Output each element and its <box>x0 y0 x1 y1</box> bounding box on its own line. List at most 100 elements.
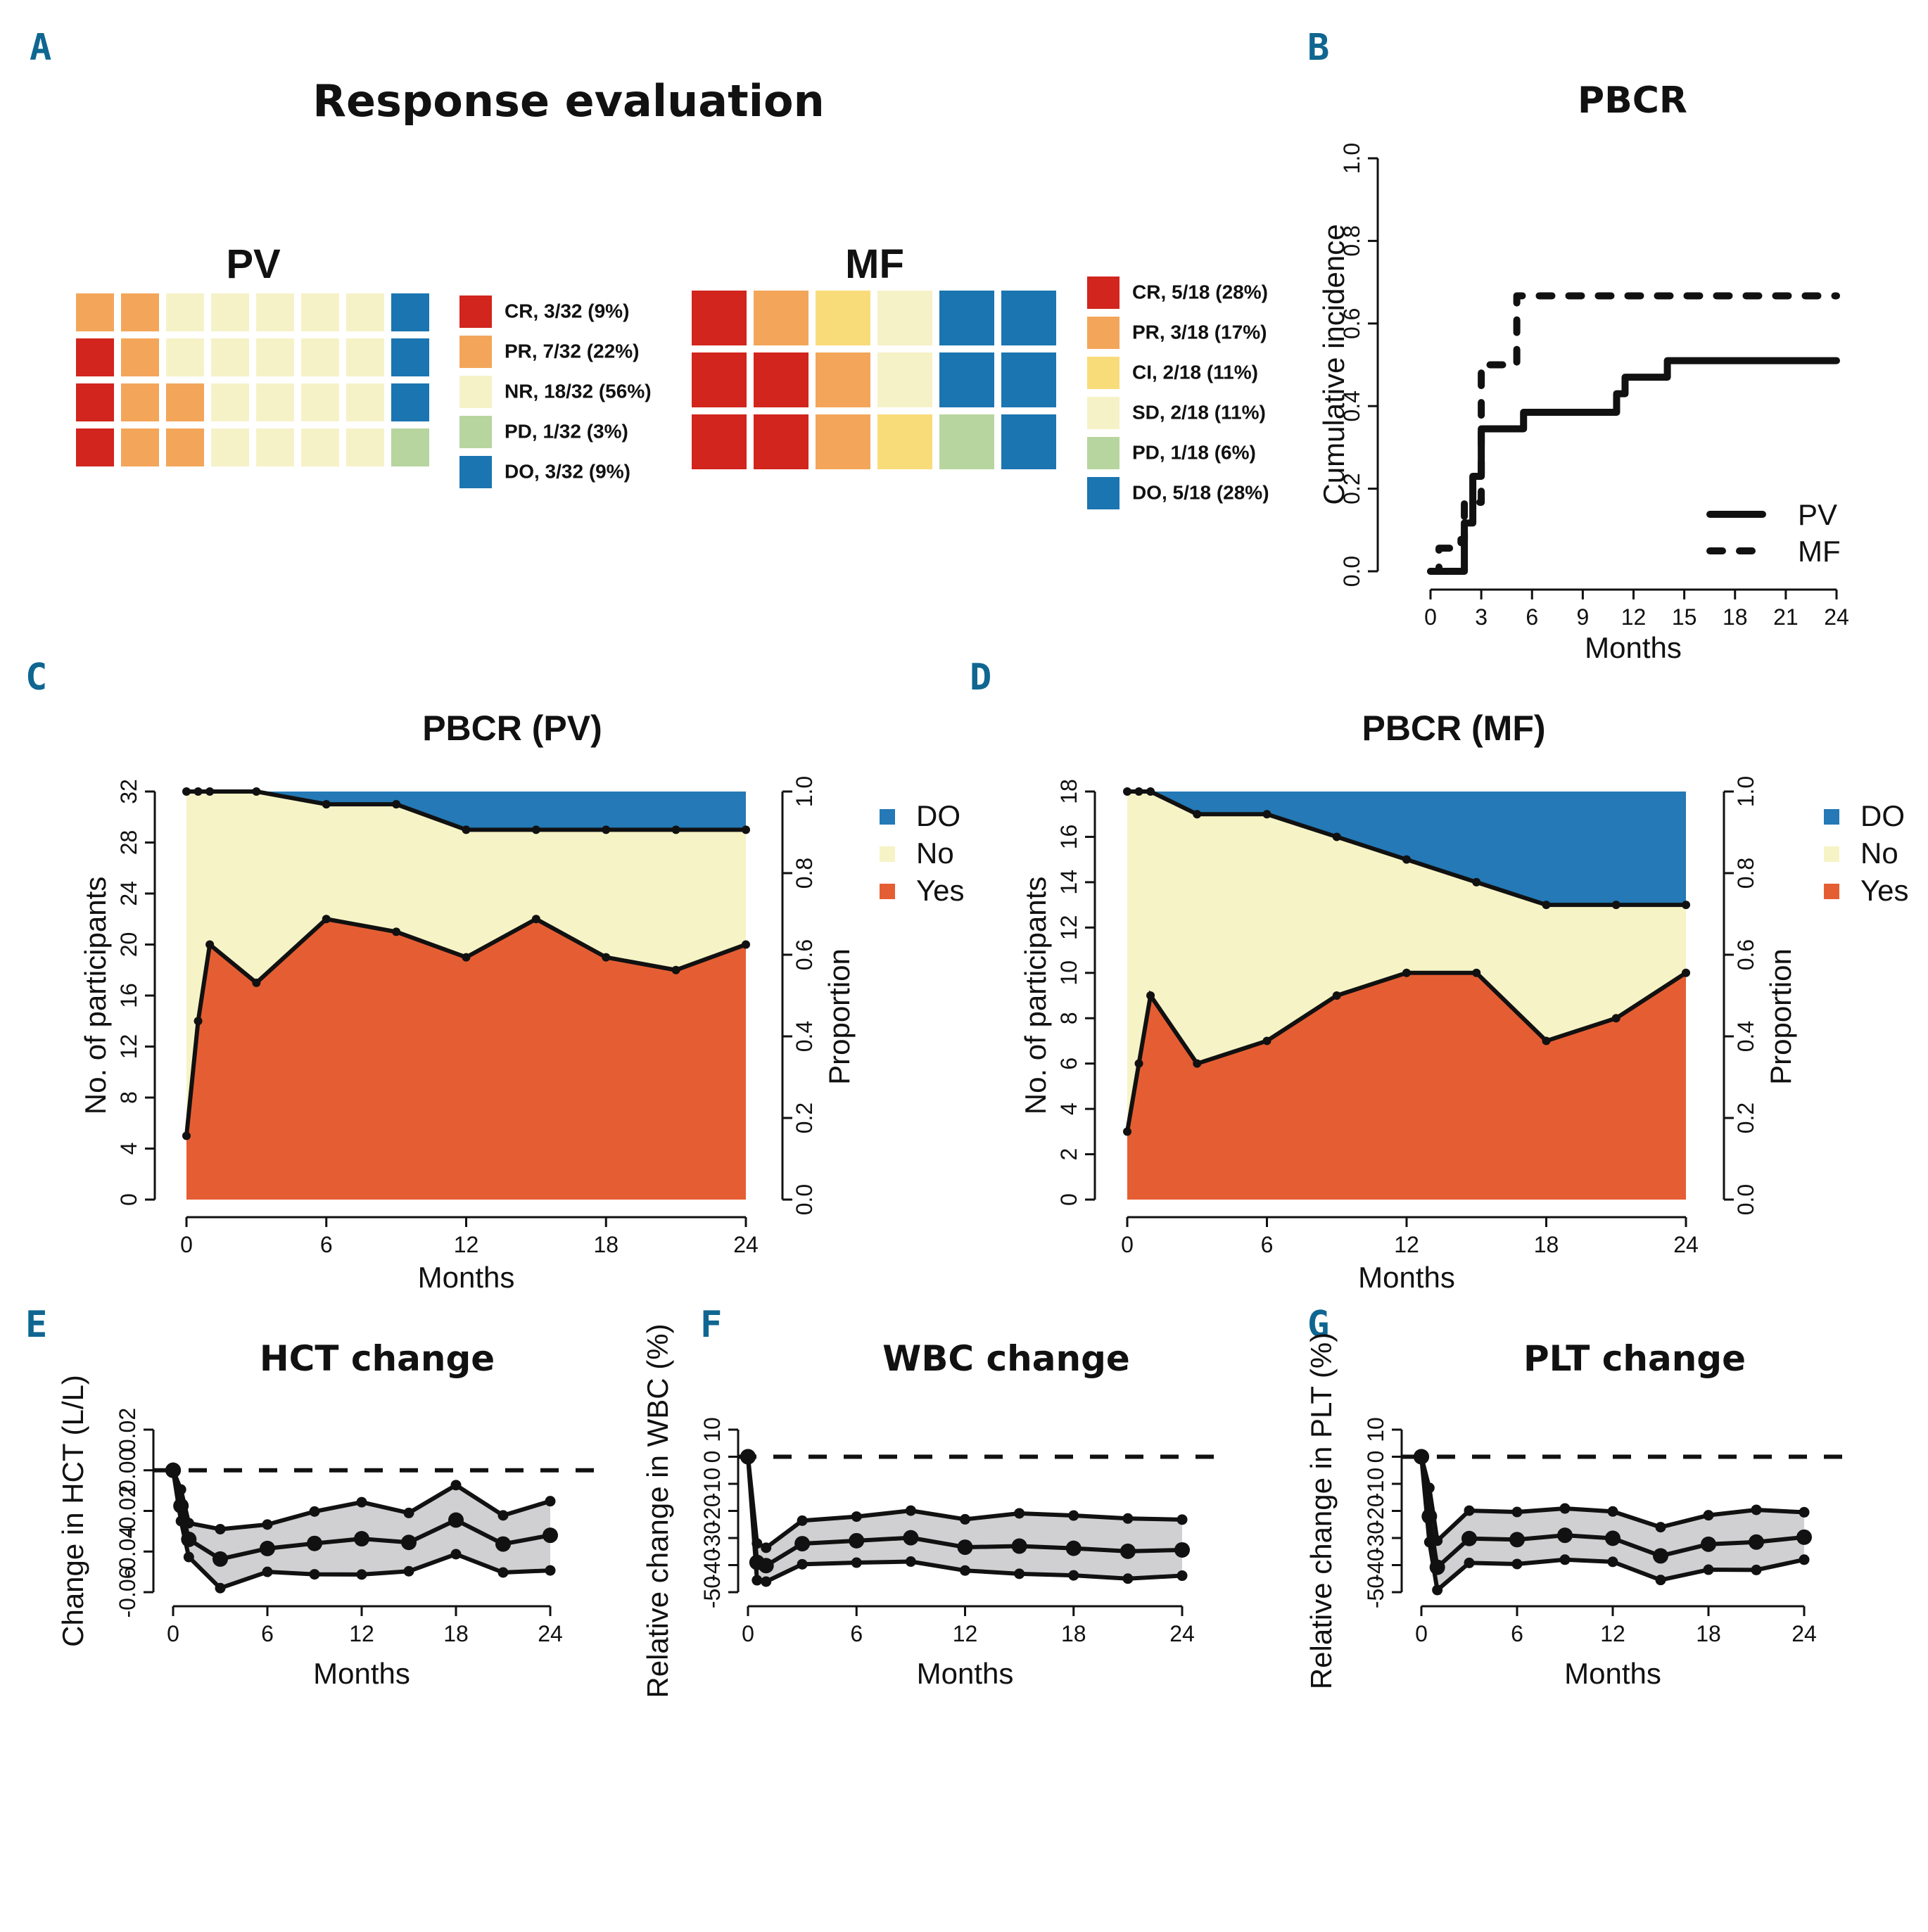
c-y2-tick-label: 0.6 <box>792 939 817 970</box>
e-upper-point <box>545 1496 556 1507</box>
legend-swatch-pd <box>459 416 492 448</box>
waffle-cell-cr <box>754 414 808 469</box>
mf-waffle-grid <box>692 291 1056 469</box>
e-y-tick-label: 0.00 <box>115 1449 140 1492</box>
g-x-axis-label: Months <box>1564 1657 1661 1690</box>
f-mean-point <box>794 1536 811 1552</box>
legend-swatch-pr <box>459 336 492 368</box>
c-legend-swatch-do <box>880 809 895 825</box>
d-y-tick-label: 8 <box>1056 1012 1082 1024</box>
g-ci-band <box>1421 1456 1804 1590</box>
c-y2-tick-label: 0.4 <box>792 1021 817 1052</box>
f-x-tick-label: 6 <box>850 1621 863 1646</box>
c-total-point <box>531 825 540 834</box>
b-y-tick-label: 0.2 <box>1339 473 1364 504</box>
d-y2-tick-label: 0.8 <box>1733 858 1758 889</box>
waffle-cell-pr <box>166 428 204 466</box>
g-mean-point <box>1605 1530 1621 1546</box>
e-lower-point <box>356 1569 367 1580</box>
waffle-cell-nr <box>346 383 384 421</box>
e-mean-point <box>260 1540 275 1556</box>
b-y-tick-label: 0.6 <box>1339 308 1364 339</box>
g-lower-point <box>1655 1575 1666 1586</box>
e-lower-point <box>215 1582 226 1594</box>
panel-g-plt-change: PLT change -50-40-30-20-10 0 10 0 6 12 18 24 Rel… <box>1305 1333 1855 1690</box>
c-yes-point <box>742 940 750 949</box>
e-mean-point <box>448 1512 464 1528</box>
legend-label-cr: CR, 3/32 (9%) <box>505 300 629 322</box>
c-x-axis-label: Months <box>418 1261 515 1294</box>
waffle-cell-nr <box>301 383 339 421</box>
pv-waffle-legend: CR, 3/32 (9%) PR, 7/32 (22%) NR, 18/32 (56… <box>459 295 652 488</box>
g-y-tick-label: -30 <box>1363 1522 1388 1554</box>
d-yes-point <box>1542 1036 1551 1046</box>
g-upper-point <box>1607 1506 1618 1517</box>
g-mean-point <box>1509 1532 1525 1548</box>
d-total-point <box>1402 855 1411 864</box>
b-x-axis-label: Months <box>1585 631 1682 664</box>
c-y-tick-label: 28 <box>116 830 141 856</box>
b-series-mf <box>1427 292 1840 575</box>
d-y2-tick-label: 0.0 <box>1733 1184 1758 1215</box>
waffle-cell-pr <box>816 414 870 469</box>
waffle-cell-nr <box>166 338 204 376</box>
g-upper-point <box>1751 1504 1762 1515</box>
d-yes-point <box>1262 1036 1271 1046</box>
e-lower-point <box>262 1566 273 1577</box>
c-y-tick-label: 8 <box>116 1091 141 1104</box>
f-mean-point <box>1065 1540 1082 1556</box>
f-y-tick-label: 0 <box>699 1451 725 1463</box>
e-upper-point <box>215 1523 226 1534</box>
d-x-tick-label: 18 <box>1534 1232 1559 1257</box>
waffle-cell-nr <box>256 383 294 421</box>
d-y-axis-label: No. of participants <box>1019 877 1052 1115</box>
d-y2-tick-label: 1.0 <box>1733 776 1758 807</box>
c-legend-swatch-yes <box>880 884 895 899</box>
panel-d-title: PBCR (MF) <box>1362 708 1545 748</box>
c-legend-label-yes: Yes <box>916 874 965 907</box>
d-yes-point <box>1146 991 1155 1000</box>
waffle-cell-ci <box>816 291 870 345</box>
f-mean-point <box>849 1532 865 1549</box>
e-x-tick-label: 6 <box>261 1621 274 1646</box>
waffle-cell-pr <box>121 338 159 376</box>
f-mean-point <box>957 1539 973 1556</box>
g-lower-point <box>1511 1558 1523 1570</box>
e-upper-point <box>403 1507 414 1518</box>
e-mean-point <box>165 1462 181 1478</box>
g-lower-point <box>1799 1554 1810 1565</box>
c-y2-tick-label: 0.8 <box>792 858 817 889</box>
waffle-cell-sd <box>877 352 932 407</box>
d-total-point <box>1542 901 1551 910</box>
d-y-tick-label: 10 <box>1056 960 1082 986</box>
legend-swatch-sd <box>1087 397 1120 429</box>
f-lower-point <box>751 1575 763 1586</box>
c-yes-point <box>205 940 215 949</box>
waffle-cell-cr <box>76 338 114 376</box>
b-x-tick-label: 3 <box>1475 604 1488 630</box>
b-series-pv <box>1427 357 1840 575</box>
g-x-tick-label: 18 <box>1696 1621 1721 1646</box>
legend-swatch-pd <box>1087 437 1120 469</box>
waffle-cell-do <box>939 352 994 407</box>
g-x-tick-label: 6 <box>1511 1621 1523 1646</box>
waffle-cell-pd <box>939 414 994 469</box>
waffle-cell-cr <box>692 291 747 345</box>
legend-label-do: DO, 5/18 (28%) <box>1132 481 1269 503</box>
f-x-tick-label: 24 <box>1169 1621 1195 1646</box>
g-upper-point <box>1703 1510 1714 1521</box>
c-y-tick-label: 24 <box>116 881 141 906</box>
f-lower-point <box>1122 1573 1134 1584</box>
d-total-point <box>1332 832 1341 841</box>
g-y-tick-label: -50 <box>1363 1576 1388 1608</box>
d-legend-swatch-yes <box>1824 884 1839 899</box>
pv-waffle-grid <box>76 293 429 466</box>
legend-swatch-do <box>1087 477 1120 509</box>
g-x-tick-label: 0 <box>1415 1621 1428 1646</box>
waffle-cell-cr <box>76 428 114 466</box>
waffle-cell-nr <box>256 293 294 331</box>
g-y-tick-label: 0 <box>1363 1451 1388 1463</box>
c-x-tick-label: 24 <box>733 1232 759 1257</box>
waffle-cell-do <box>1001 291 1056 345</box>
c-y-axis-label: No. of participants <box>79 877 112 1115</box>
